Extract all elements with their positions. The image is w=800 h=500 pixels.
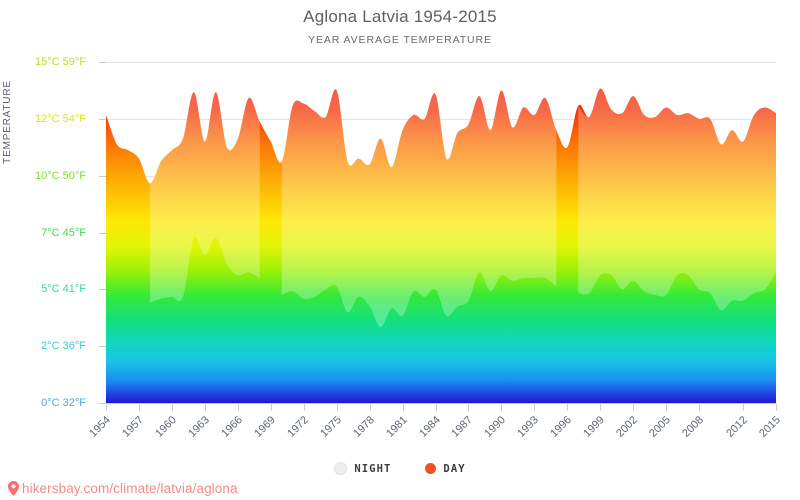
gridline: [106, 62, 776, 63]
x-axis-label: 2005: [647, 414, 674, 440]
x-axis-tick: [138, 404, 140, 411]
watermark[interactable]: hikersbay.com/climate/latvia/aglona: [8, 481, 238, 496]
x-axis-tick: [402, 404, 404, 411]
chart-subtitle: YEAR AVERAGE TEMPERATURE: [308, 34, 492, 46]
y-axis-label: 0°C 32°F: [41, 397, 86, 409]
area-chart-svg: [106, 88, 776, 403]
x-axis-tick: [633, 404, 635, 411]
gridline: [106, 118, 776, 120]
x-axis-label: 1966: [218, 414, 245, 440]
x-axis-label: 1987: [449, 414, 476, 440]
x-axis-tick: [270, 404, 272, 411]
y-axis-label: 12°C 54°F: [35, 112, 86, 125]
y-axis-tick: [99, 62, 106, 63]
x-axis-label: 1978: [350, 414, 377, 440]
x-axis-label: 1996: [548, 414, 575, 440]
day-area-group: [106, 88, 776, 403]
x-axis-label: 1984: [416, 414, 443, 440]
x-axis-label: 2008: [680, 414, 707, 440]
legend-item-day[interactable]: DAY: [425, 463, 465, 475]
x-axis-tick: [171, 404, 173, 411]
x-axis-tick: [567, 404, 569, 411]
y-axis-tick: [99, 346, 106, 348]
x-axis-tick: [336, 404, 338, 411]
x-axis-tick: [303, 404, 305, 411]
x-axis-tick: [468, 404, 470, 411]
y-axis-label: 5°C 41°F: [41, 283, 86, 296]
x-axis-tick: [776, 404, 777, 411]
x-axis-label: 1957: [120, 414, 146, 440]
x-axis-tick: [534, 404, 536, 411]
x-axis-label: 2012: [724, 414, 751, 440]
x-axis-tick: [743, 404, 745, 411]
x-axis-label: 1990: [482, 414, 509, 440]
x-axis-tick: [204, 404, 206, 411]
night-veil-path: [149, 88, 776, 328]
y-axis-tick: [99, 232, 106, 234]
x-axis-tick: [435, 404, 437, 411]
chart-legend: NIGHT DAY: [0, 462, 800, 475]
y-axis-tick: [99, 289, 106, 291]
day-area-path: [106, 88, 776, 403]
x-axis-tick: [699, 404, 701, 411]
x-axis-tick: [666, 404, 668, 411]
x-axis-label: 1963: [186, 414, 212, 440]
x-axis-label: 1993: [515, 414, 542, 440]
x-axis-tick: [600, 404, 602, 411]
night-dot-icon: [334, 462, 348, 475]
y-axis-tick: [99, 175, 106, 177]
watermark-text: hikersbay.com/climate/latvia/aglona: [22, 481, 238, 496]
x-axis-label: 1999: [581, 414, 608, 440]
night-veil-group: [149, 88, 776, 328]
x-axis-label: 1960: [153, 414, 179, 440]
x-axis-line: [106, 403, 776, 404]
x-axis-label: 1975: [317, 414, 344, 440]
y-axis-label: 10°C 50°F: [35, 169, 86, 182]
legend-item-night[interactable]: NIGHT: [334, 462, 391, 475]
legend-label-night: NIGHT: [354, 462, 392, 475]
x-axis-tick: [106, 404, 107, 411]
day-dot-icon: [425, 463, 437, 474]
x-axis-label: 2015: [757, 414, 783, 440]
x-axis-label: 1981: [383, 414, 410, 440]
x-axis-tick: [237, 404, 239, 411]
x-axis-label: 2002: [614, 414, 641, 440]
location-pin-icon: [8, 481, 19, 496]
y-axis-tick: [99, 403, 106, 404]
y-axis-tick: [99, 118, 106, 120]
x-axis-label: 1969: [251, 414, 278, 440]
x-axis-label: 1972: [284, 414, 311, 440]
x-axis-tick: [501, 404, 503, 411]
y-axis-label: 2°C 36°F: [41, 340, 86, 353]
page-title: Aglona Latvia 1954-2015: [303, 7, 497, 26]
plot-area: [106, 62, 776, 403]
y-axis-label: 7°C 45°F: [41, 226, 86, 239]
x-axis-label: 1954: [87, 414, 113, 440]
y-axis-label: 15°C 59°F: [35, 56, 86, 68]
x-axis-tick: [369, 404, 371, 411]
legend-label-day: DAY: [443, 462, 466, 475]
